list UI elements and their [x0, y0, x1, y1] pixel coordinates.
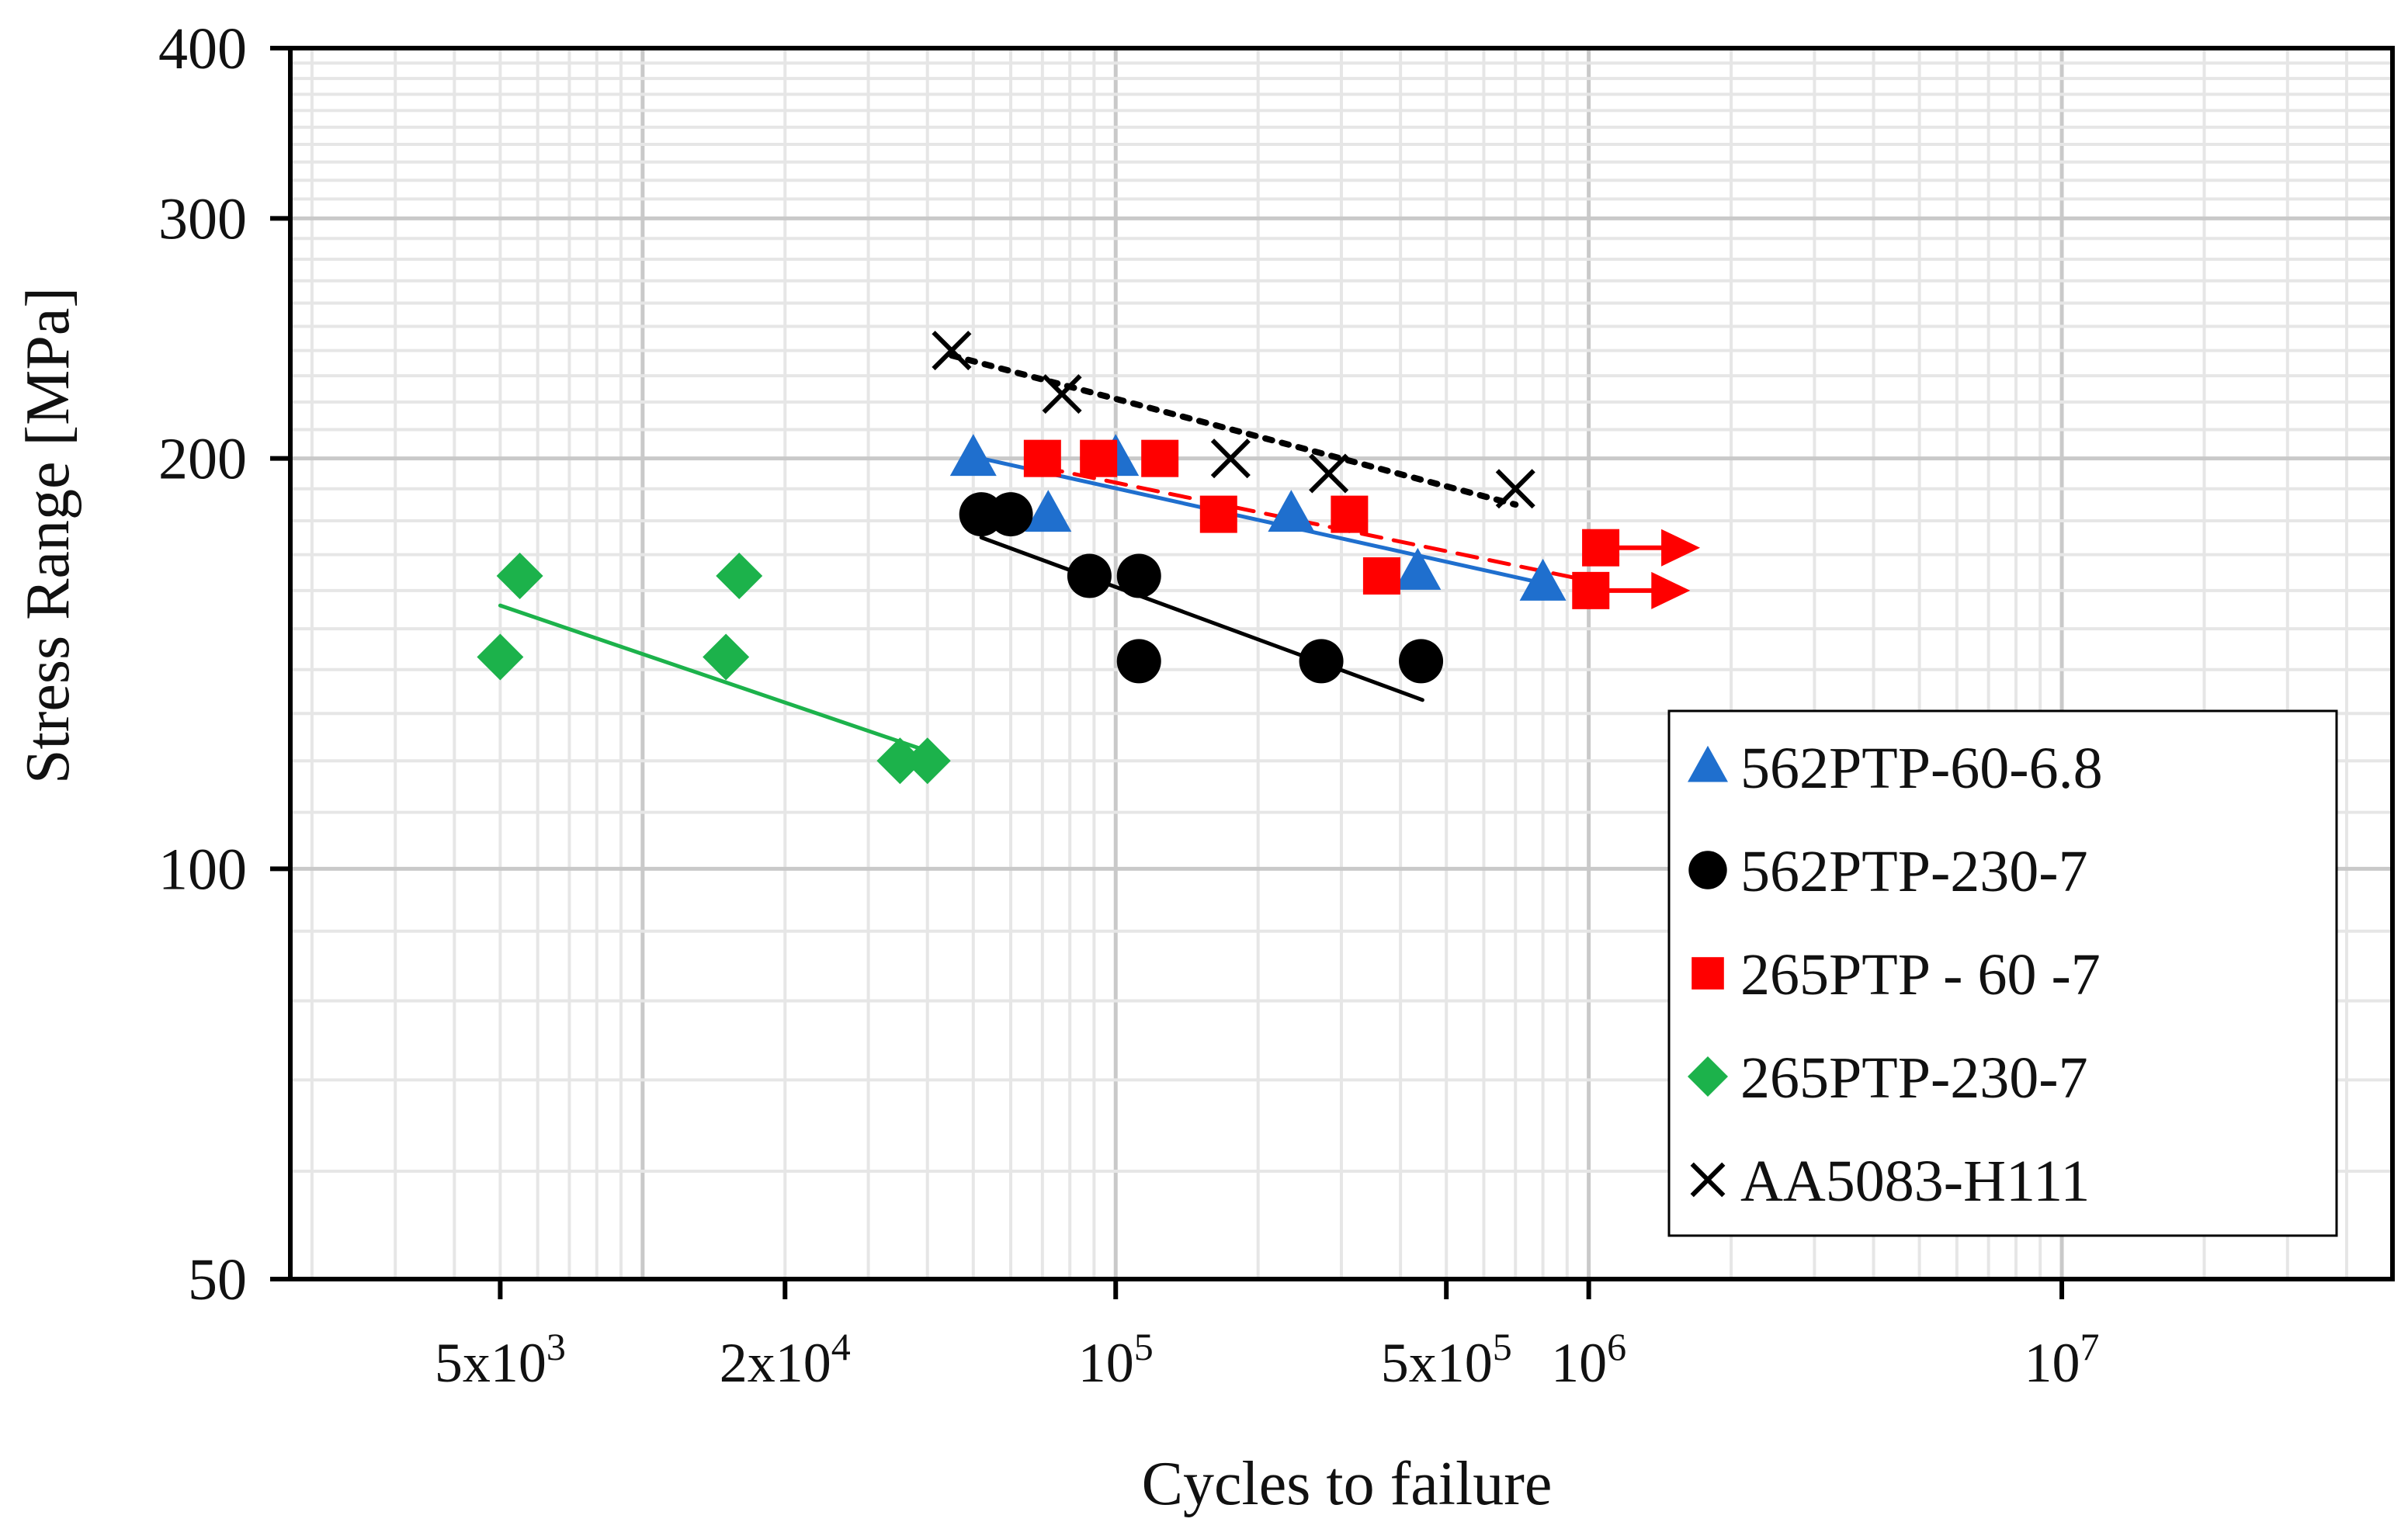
- data-points: [477, 331, 1701, 785]
- y-axis-title: Stress Range [MPa]: [14, 287, 82, 784]
- y-tick-label: 50: [188, 1247, 247, 1312]
- data-point: [496, 553, 543, 600]
- data-point: [1141, 439, 1179, 477]
- legend-label: 265PTP - 60 -7: [1740, 942, 2101, 1007]
- x-tick-mantissa: 10: [1551, 1332, 1607, 1394]
- y-tick-label: 100: [158, 837, 247, 902]
- x-tick-exponent: 4: [831, 1325, 851, 1368]
- x-tick-exponent: 7: [2080, 1325, 2100, 1368]
- data-point: [1210, 439, 1251, 479]
- legend-item: 265PTP-230-7: [1688, 1045, 2088, 1111]
- legend-marker: [1690, 1162, 1726, 1198]
- legend-label: 562PTP-230-7: [1740, 839, 2088, 904]
- legend-box: [1667, 709, 2338, 1237]
- data-point: [1519, 558, 1567, 601]
- legend-item: 265PTP - 60 -7: [1691, 942, 2101, 1007]
- data-point: [1116, 553, 1161, 598]
- x-tick-mantissa: 10: [2025, 1332, 2080, 1394]
- y-tick-label: 400: [158, 16, 247, 81]
- trend-line-562ptp-60-6-8: [979, 456, 1546, 585]
- data-point: [477, 633, 524, 681]
- data-point: [876, 737, 924, 785]
- data-point: [1080, 439, 1118, 477]
- legend-marker: [1691, 957, 1724, 990]
- plot-area-frame: [288, 46, 2395, 1281]
- runout-arrow-head: [1661, 529, 1701, 567]
- runout-arrow: [1606, 571, 1691, 609]
- data-point: [1023, 439, 1061, 477]
- x-mark-stroke: [1042, 374, 1082, 414]
- data-point: [932, 331, 972, 371]
- data-point: [1331, 495, 1369, 533]
- runout-arrow-head: [1651, 571, 1691, 609]
- x-mark-stroke: [1690, 1162, 1726, 1198]
- x-tick-label: 5x103: [435, 1325, 566, 1394]
- data-point: [1067, 553, 1112, 598]
- x-tick-exponent: 5: [1134, 1325, 1154, 1368]
- x-axis: 5x103 2x104 105 5x105 106 107: [435, 1279, 2100, 1394]
- data-point: [1399, 639, 1444, 684]
- data-point: [904, 737, 951, 785]
- x-tick-exponent: 6: [1607, 1325, 1626, 1368]
- y-axis: 50 100 200 300 400: [158, 16, 290, 1312]
- x-tick-mantissa: 10: [1078, 1332, 1134, 1394]
- trend-line-265ptp-60-7: [1040, 465, 1603, 585]
- data-point: [1116, 639, 1161, 684]
- data-point: [1042, 374, 1082, 414]
- trend-line-265ptp-230-7: [498, 603, 930, 754]
- legend-label: 562PTP-60-6.8: [1740, 736, 2103, 801]
- legend-item: AA5083-H111: [1690, 1149, 2090, 1214]
- data-point: [703, 633, 750, 681]
- legend-marker: [1688, 851, 1727, 889]
- y-tick-label: 200: [158, 427, 247, 492]
- data-point: [1199, 495, 1237, 533]
- data-point: [949, 434, 997, 477]
- legend-label: AA5083-H111: [1740, 1149, 2090, 1214]
- data-point: [1299, 639, 1344, 684]
- x-tick-mantissa: 2x10: [720, 1332, 831, 1394]
- x-tick-exponent: 5: [1493, 1325, 1512, 1368]
- data-point: [1394, 547, 1442, 590]
- legend: 562PTP-60-6.8 562PTP-230-7 265PTP - 60 -7 2…: [1667, 709, 2338, 1237]
- legend-item: 562PTP-60-6.8: [1688, 736, 2103, 801]
- data-point: [1025, 490, 1072, 532]
- data-point: [716, 553, 763, 600]
- legend-item: 562PTP-230-7: [1688, 839, 2088, 904]
- trend-line-562ptp-230-7: [979, 536, 1424, 702]
- y-tick-label: 300: [158, 186, 247, 251]
- data-point: [1309, 453, 1349, 494]
- trend-line-aa5083-h111: [948, 352, 1519, 508]
- data-point: [1362, 557, 1400, 595]
- data-point: [1495, 469, 1535, 509]
- legend-label: 265PTP-230-7: [1740, 1045, 2088, 1111]
- x-tick-label: 105: [1078, 1325, 1154, 1394]
- data-point: [988, 492, 1033, 537]
- x-tick-label: 107: [2025, 1325, 2100, 1394]
- x-tick-mantissa: 5x10: [435, 1332, 546, 1394]
- x-mark-stroke: [1309, 453, 1349, 494]
- trend-lines: [498, 352, 1603, 754]
- x-tick-mantissa: 5x10: [1381, 1332, 1493, 1394]
- x-tick-label: 2x104: [720, 1325, 851, 1394]
- runout-point: [1582, 529, 1620, 567]
- runout-arrow: [1616, 529, 1701, 567]
- x-mark-stroke: [1210, 439, 1251, 479]
- x-mark-stroke: [932, 331, 972, 371]
- runout-point: [1572, 571, 1610, 609]
- x-tick-exponent: 3: [546, 1325, 566, 1368]
- x-tick-label: 5x105: [1381, 1325, 1512, 1394]
- x-axis-title: Cycles to failure: [1142, 1450, 1553, 1518]
- data-point: [1268, 490, 1315, 532]
- legend-marker: [1688, 745, 1728, 782]
- x-mark-stroke: [1495, 469, 1535, 509]
- legend-marker: [1688, 1056, 1728, 1097]
- x-tick-label: 106: [1551, 1325, 1626, 1394]
